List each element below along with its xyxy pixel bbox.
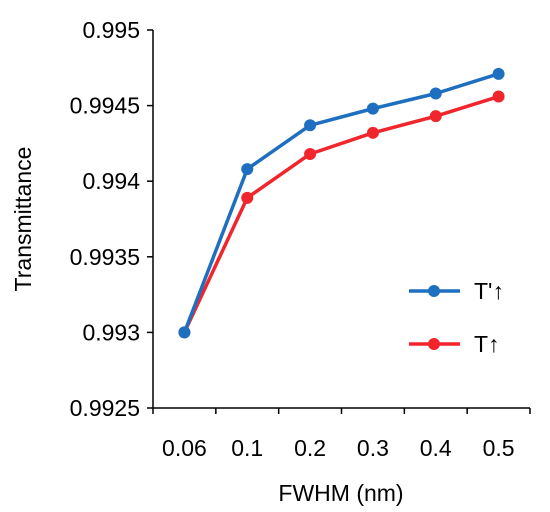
data-point bbox=[241, 191, 254, 204]
y-tick-label: 0.9935 bbox=[70, 244, 140, 270]
y-tick-label: 0.9925 bbox=[70, 395, 140, 421]
data-point bbox=[304, 147, 317, 160]
series-line-0 bbox=[182, 72, 500, 334]
data-point bbox=[366, 102, 379, 115]
y-axis-title: Transmittance bbox=[10, 147, 36, 292]
data-point bbox=[492, 90, 505, 103]
legend-label-t-prime-up: T'↑ bbox=[474, 278, 504, 304]
y-tick-label: 0.994 bbox=[82, 168, 140, 194]
data-point bbox=[429, 110, 442, 123]
data-point bbox=[241, 163, 254, 176]
data-point bbox=[304, 119, 317, 132]
x-tick-label: 0.4 bbox=[420, 435, 452, 461]
legend-swatch-marker bbox=[428, 338, 440, 350]
data-point bbox=[178, 326, 191, 339]
y-tick-label: 0.9945 bbox=[70, 93, 140, 119]
data-point bbox=[429, 87, 442, 100]
legend: T'↑ T↑ bbox=[409, 278, 504, 357]
y-axis-ticks: 0.9925 0.993 0.9935 0.994 0.9945 0.995 bbox=[70, 17, 153, 421]
legend-swatch-marker bbox=[428, 285, 440, 297]
x-tick-label: 0.06 bbox=[162, 435, 207, 461]
x-axis-title: FWHM (nm) bbox=[278, 480, 403, 506]
legend-label-t-up: T↑ bbox=[474, 331, 500, 357]
x-tick-label: 0.3 bbox=[357, 435, 389, 461]
data-point bbox=[492, 67, 505, 80]
x-tick-label: 0.1 bbox=[231, 435, 263, 461]
series-layer bbox=[178, 67, 505, 339]
x-tick-label: 0.5 bbox=[483, 435, 515, 461]
x-tick-label: 0.2 bbox=[294, 435, 326, 461]
y-tick-label: 0.993 bbox=[82, 319, 140, 345]
series-line-1 bbox=[182, 94, 500, 334]
legend-item-t-prime-up: T'↑ bbox=[409, 278, 504, 304]
data-point bbox=[366, 126, 379, 139]
x-axis-ticks: 0.06 0.1 0.2 0.3 0.4 0.5 bbox=[152, 408, 531, 461]
legend-item-t-up: T↑ bbox=[409, 331, 500, 357]
y-tick-label: 0.995 bbox=[82, 17, 140, 43]
